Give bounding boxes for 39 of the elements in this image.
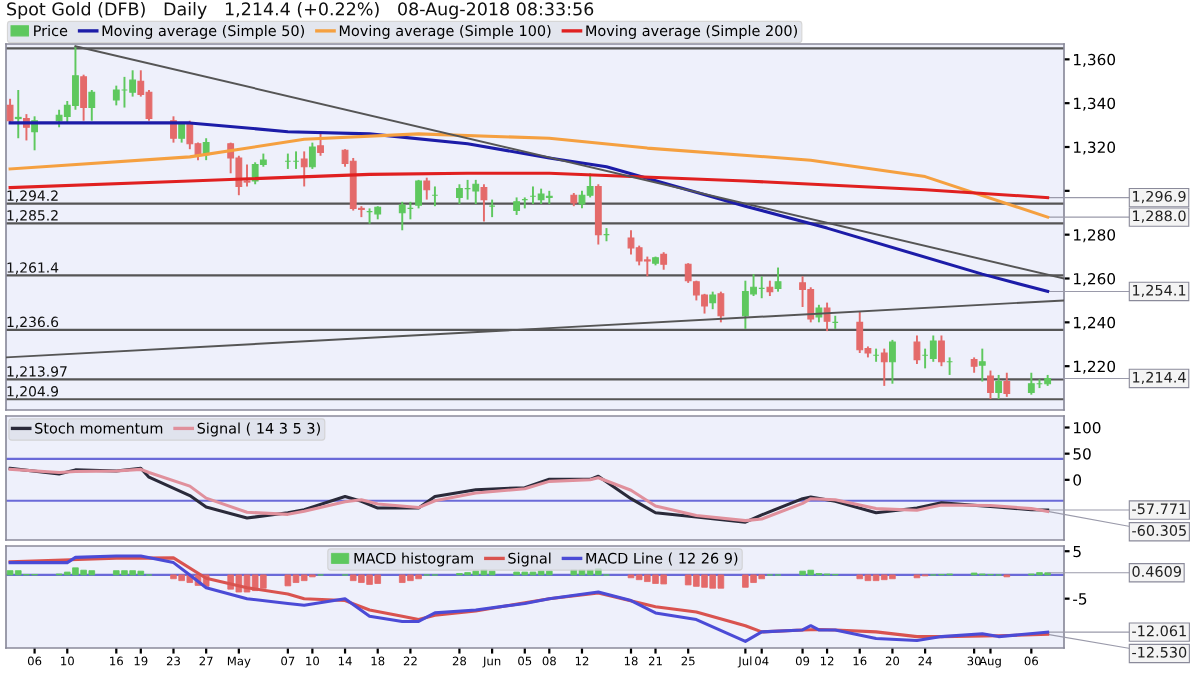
candlestick xyxy=(472,178,480,205)
candlestick xyxy=(987,369,994,401)
candlestick xyxy=(1003,371,1011,398)
candlestick xyxy=(112,84,120,107)
candlestick xyxy=(978,347,986,383)
candlestick xyxy=(6,97,14,124)
candlestick xyxy=(456,183,463,205)
candlestick xyxy=(929,334,937,363)
candlestick xyxy=(300,150,308,188)
line-series xyxy=(8,171,1050,200)
candlestick xyxy=(741,279,749,330)
candlestick xyxy=(643,255,651,278)
candlestick xyxy=(129,69,137,98)
candlestick xyxy=(480,183,488,223)
candlestick xyxy=(1027,371,1035,396)
candlestick xyxy=(889,338,896,385)
candlestick xyxy=(995,373,1003,401)
candlestick xyxy=(80,73,88,122)
chart-title: Spot Gold (DFB) Daily 1,214.4 (+0.22%) 08-Aug-2018 08:33:56 xyxy=(7,2,594,19)
candlestick xyxy=(72,45,79,111)
candlestick xyxy=(398,200,406,232)
candlestick xyxy=(349,156,357,212)
line-series xyxy=(8,132,1050,219)
candlestick xyxy=(938,334,945,368)
candlestick xyxy=(423,176,431,201)
candlestick xyxy=(684,262,692,284)
candlestick xyxy=(14,89,22,140)
candlestick xyxy=(856,310,864,354)
candlestick xyxy=(243,163,251,188)
candlestick xyxy=(717,290,725,324)
candlestick xyxy=(774,266,782,293)
candlestick xyxy=(823,301,831,333)
candlestick xyxy=(317,130,324,157)
candlestick xyxy=(415,178,422,210)
candlestick xyxy=(586,172,594,199)
candlestick xyxy=(913,334,921,365)
candlestick xyxy=(88,89,96,122)
candlestick xyxy=(880,347,888,387)
candlestick xyxy=(308,141,316,170)
